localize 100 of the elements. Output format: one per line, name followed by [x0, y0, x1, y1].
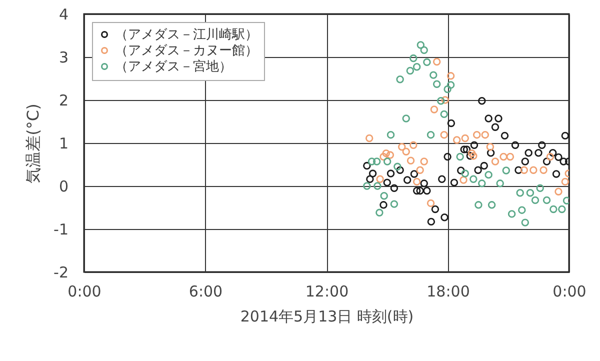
point — [368, 170, 377, 178]
point — [494, 114, 502, 122]
point — [441, 96, 449, 104]
point — [516, 189, 524, 197]
point — [440, 110, 448, 118]
point — [423, 186, 431, 195]
point — [486, 149, 495, 157]
point — [420, 46, 428, 54]
point — [416, 186, 424, 195]
point — [558, 205, 566, 214]
point — [380, 152, 388, 161]
point — [431, 205, 440, 214]
x-tick-label: 0:00 — [552, 282, 586, 300]
point — [560, 158, 568, 166]
point — [412, 186, 421, 195]
point — [444, 85, 452, 94]
point — [491, 123, 500, 131]
point — [363, 162, 371, 170]
point — [518, 206, 526, 214]
point — [430, 71, 438, 79]
legend-label: （アメダス－カヌー館） — [115, 44, 258, 58]
legend-label: （アメダス－宮地） — [115, 58, 232, 74]
point — [500, 132, 509, 140]
point — [502, 166, 510, 174]
point — [480, 162, 488, 170]
x-tick-label: 18:00 — [426, 282, 470, 300]
point — [426, 130, 435, 139]
x-tick-label: 0:00 — [68, 282, 102, 300]
point — [542, 196, 551, 204]
point — [444, 152, 452, 161]
point — [460, 146, 468, 154]
point — [550, 205, 558, 214]
point — [472, 130, 481, 139]
point — [521, 218, 530, 226]
point — [506, 152, 514, 161]
point — [508, 210, 516, 218]
point — [530, 166, 538, 174]
point — [382, 149, 390, 158]
point — [402, 114, 410, 122]
point — [390, 200, 398, 208]
point — [410, 170, 418, 178]
point — [403, 176, 412, 184]
point — [478, 97, 486, 105]
point — [500, 152, 508, 161]
point — [398, 143, 406, 151]
y-axis-title: 気温差(°C) — [24, 104, 43, 184]
point — [470, 141, 478, 150]
point — [412, 178, 421, 186]
point — [538, 141, 546, 150]
point — [402, 148, 410, 156]
point — [396, 166, 404, 174]
y-tick-label: 0 — [58, 178, 68, 196]
y-tick-label: 3 — [58, 48, 68, 66]
point — [462, 146, 471, 154]
point — [437, 97, 445, 105]
point — [386, 130, 395, 139]
point — [446, 72, 455, 80]
point — [456, 152, 464, 161]
point — [496, 180, 504, 188]
point — [410, 141, 418, 150]
point — [368, 158, 376, 166]
point — [386, 170, 395, 178]
point — [416, 166, 424, 174]
point — [481, 130, 489, 139]
point — [524, 149, 532, 157]
point — [440, 214, 448, 222]
point — [526, 189, 534, 197]
point — [383, 158, 392, 166]
point — [488, 201, 496, 209]
point — [542, 158, 551, 166]
point — [470, 152, 478, 160]
y-tick-label: 2 — [58, 92, 68, 110]
point — [540, 166, 548, 174]
point — [430, 106, 438, 114]
point — [511, 141, 520, 150]
y-tick-label: 1 — [58, 134, 68, 152]
point — [420, 158, 428, 166]
point — [410, 54, 418, 62]
point — [376, 175, 384, 183]
point — [396, 76, 404, 84]
point — [438, 175, 446, 183]
point — [460, 176, 468, 184]
point — [548, 149, 557, 157]
point — [461, 134, 469, 142]
point — [536, 184, 544, 192]
point — [427, 218, 436, 226]
point — [426, 199, 435, 208]
point — [531, 196, 540, 204]
y-tick-label: 4 — [58, 6, 68, 24]
point — [474, 201, 482, 209]
x-axis-title: 2014年5月13日 時刻(時) — [240, 308, 414, 326]
point — [552, 170, 560, 178]
point — [484, 114, 492, 122]
point — [423, 58, 431, 66]
point — [470, 175, 478, 183]
point — [461, 170, 469, 178]
point — [420, 180, 428, 188]
point — [534, 149, 542, 157]
point — [478, 180, 486, 188]
point — [468, 149, 476, 158]
